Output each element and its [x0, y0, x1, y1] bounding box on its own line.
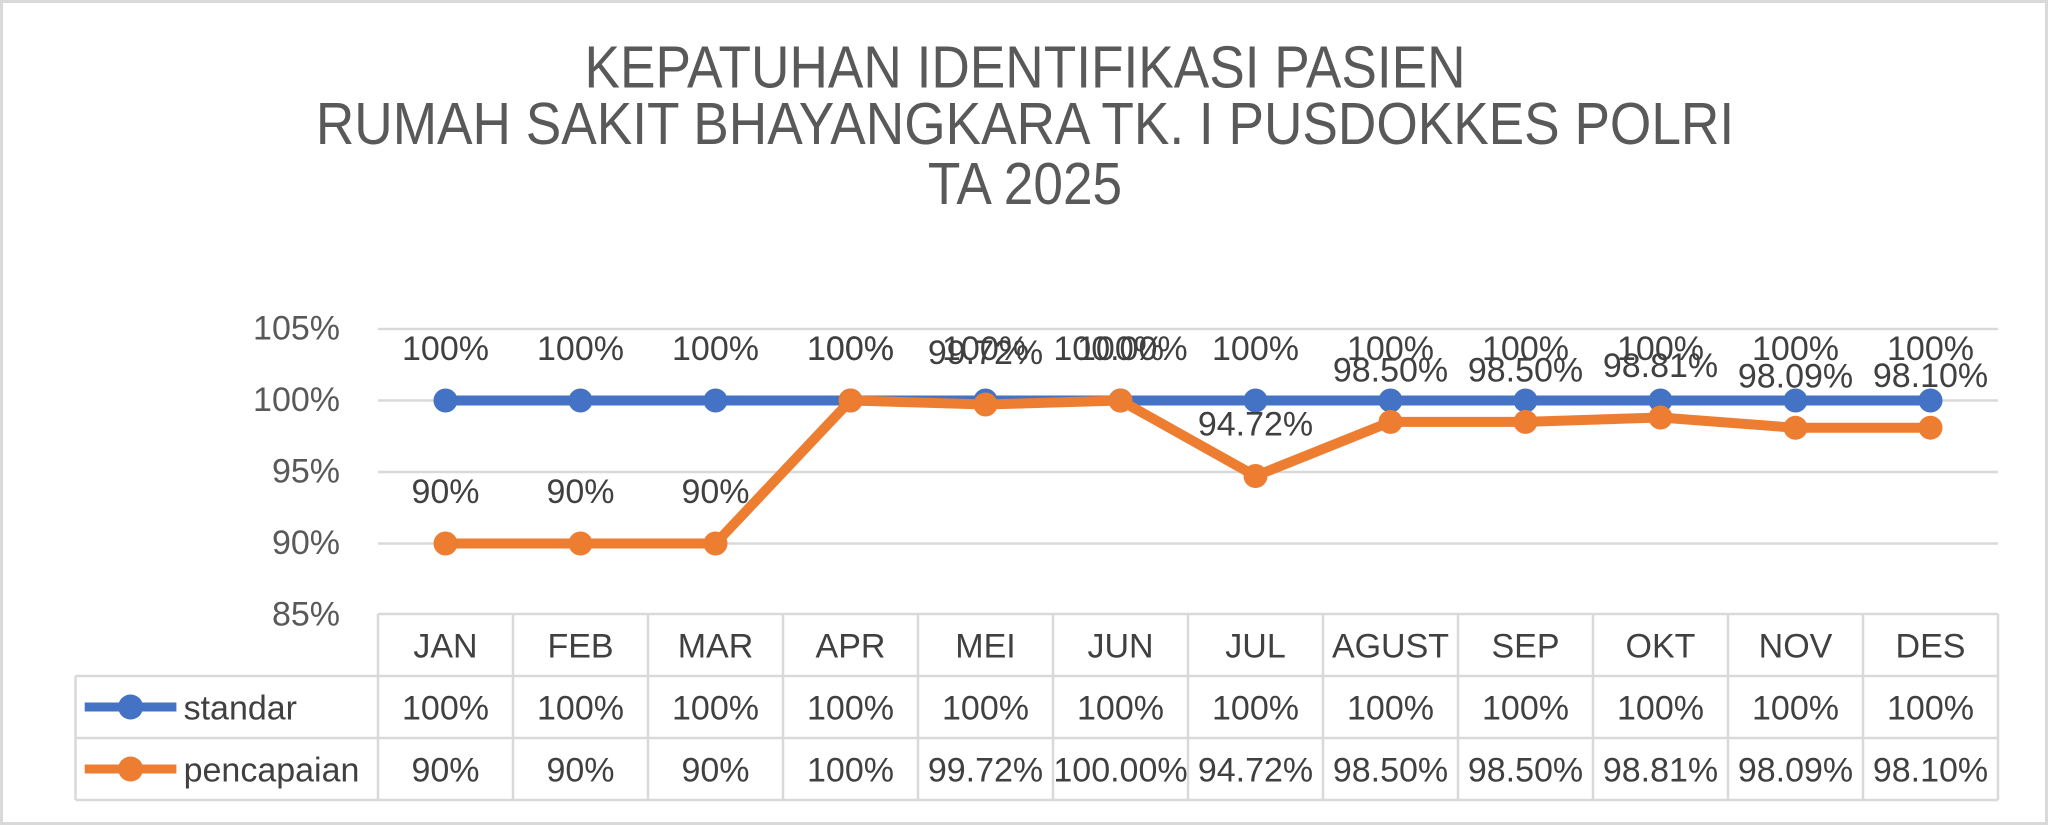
svg-text:100%: 100% [672, 330, 759, 368]
svg-text:98.50%: 98.50% [1468, 751, 1583, 789]
svg-text:100%: 100% [807, 689, 894, 727]
svg-text:JAN: JAN [413, 627, 477, 665]
svg-text:90%: 90% [272, 524, 340, 562]
svg-text:100%: 100% [672, 689, 759, 727]
svg-text:90%: 90% [546, 473, 614, 511]
svg-text:100%: 100% [1077, 330, 1164, 368]
svg-text:100%: 100% [402, 330, 489, 368]
svg-text:TA 2025: TA 2025 [928, 151, 1122, 217]
svg-text:100%: 100% [807, 751, 894, 789]
svg-text:100%: 100% [942, 330, 1029, 368]
svg-text:90%: 90% [546, 751, 614, 789]
svg-text:100%: 100% [1482, 330, 1569, 368]
svg-text:JUN: JUN [1087, 627, 1153, 665]
svg-text:100.00%: 100.00% [1053, 751, 1187, 789]
svg-text:100%: 100% [807, 330, 894, 368]
svg-text:100%: 100% [1212, 330, 1299, 368]
svg-text:98.09%: 98.09% [1738, 751, 1853, 789]
svg-text:SEP: SEP [1491, 627, 1559, 665]
svg-text:RUMAH SAKIT BHAYANGKARA TK. I: RUMAH SAKIT BHAYANGKARA TK. I PUSDOKKES … [316, 90, 1734, 156]
svg-text:98.50%: 98.50% [1468, 351, 1583, 389]
svg-text:90%: 90% [681, 473, 749, 511]
svg-text:100%: 100% [1077, 689, 1164, 727]
svg-text:98.81%: 98.81% [1603, 751, 1718, 789]
svg-text:standar: standar [184, 689, 297, 727]
svg-text:FEB: FEB [547, 627, 613, 665]
svg-text:100%: 100% [1212, 689, 1299, 727]
svg-text:94.72%: 94.72% [1198, 406, 1313, 444]
svg-text:98.50%: 98.50% [1333, 351, 1448, 389]
svg-text:100%: 100% [1482, 689, 1569, 727]
svg-text:100%: 100% [253, 381, 340, 419]
svg-text:98.50%: 98.50% [1333, 751, 1448, 789]
svg-text:105%: 105% [253, 310, 340, 348]
svg-text:90%: 90% [681, 751, 749, 789]
svg-text:100%: 100% [1617, 330, 1704, 368]
svg-text:94.72%: 94.72% [1198, 751, 1313, 789]
svg-text:MAR: MAR [678, 627, 754, 665]
svg-text:100%: 100% [1347, 689, 1434, 727]
svg-text:100%: 100% [1887, 330, 1974, 368]
svg-text:90%: 90% [411, 751, 479, 789]
svg-text:KEPATUHAN IDENTIFIKASI PASIEN: KEPATUHAN IDENTIFIKASI PASIEN [584, 34, 1465, 100]
svg-text:99.72%: 99.72% [928, 334, 1043, 372]
svg-text:100%: 100% [537, 330, 624, 368]
svg-text:100%: 100% [1887, 689, 1974, 727]
svg-text:100%: 100% [1752, 330, 1839, 368]
svg-text:NOV: NOV [1759, 627, 1833, 665]
svg-text:MEI: MEI [955, 627, 1015, 665]
svg-text:AGUST: AGUST [1332, 627, 1449, 665]
svg-text:DES: DES [1896, 627, 1966, 665]
svg-text:pencapaian: pencapaian [184, 751, 360, 789]
svg-text:APR: APR [816, 627, 886, 665]
svg-text:100%: 100% [1347, 330, 1434, 368]
svg-text:100%: 100% [537, 689, 624, 727]
svg-text:100%: 100% [807, 330, 894, 368]
svg-text:100%: 100% [402, 689, 489, 727]
svg-text:100.00%: 100.00% [1053, 330, 1187, 368]
svg-text:98.09%: 98.09% [1738, 357, 1853, 395]
svg-text:100%: 100% [942, 689, 1029, 727]
svg-text:98.10%: 98.10% [1873, 751, 1988, 789]
svg-text:99.72%: 99.72% [928, 751, 1043, 789]
svg-text:JUL: JUL [1225, 627, 1285, 665]
svg-text:OKT: OKT [1626, 627, 1696, 665]
svg-text:95%: 95% [272, 453, 340, 491]
svg-text:100%: 100% [1617, 689, 1704, 727]
svg-text:98.10%: 98.10% [1873, 357, 1988, 395]
svg-text:98.81%: 98.81% [1603, 347, 1718, 385]
svg-text:90%: 90% [411, 473, 479, 511]
svg-text:85%: 85% [272, 596, 340, 634]
svg-text:100%: 100% [1752, 689, 1839, 727]
